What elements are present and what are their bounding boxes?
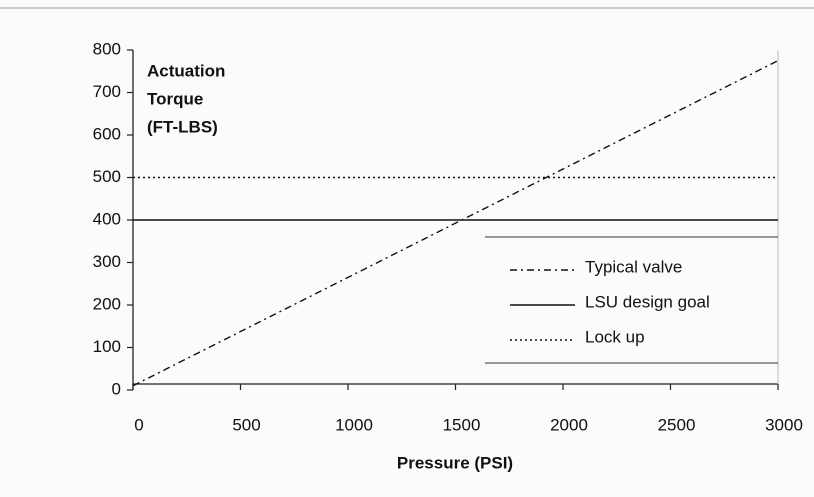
y-tick-label: 600 (93, 124, 121, 143)
x-tick-label: 500 (232, 415, 260, 434)
y-tick-label: 800 (93, 39, 121, 58)
y-tick-label: 100 (93, 337, 121, 356)
y-tick-label: 500 (93, 167, 121, 186)
x-tick-label: 2000 (550, 415, 588, 434)
x-tick-label: 1000 (335, 415, 373, 434)
y-tick-label: 0 (112, 379, 121, 398)
y-tick-label: 300 (93, 252, 121, 271)
x-tick-label: 2500 (658, 415, 696, 434)
legend-label: Typical valve (585, 257, 682, 276)
series-line (132, 59, 779, 387)
y-axis-title: Actuation (147, 61, 225, 80)
y-tick-label: 200 (93, 294, 121, 313)
legend-label: Lock up (585, 327, 645, 346)
x-tick-label: 3000 (765, 415, 803, 434)
y-tick-label: 400 (93, 209, 121, 228)
legend-label: LSU design goal (585, 292, 710, 311)
y-axis-title: (FT-LBS) (147, 117, 218, 136)
x-axis-title: Pressure (PSI) (397, 453, 513, 472)
y-axis-title: Torque (147, 89, 203, 108)
y-tick-label: 700 (93, 82, 121, 101)
x-tick-label: 1500 (443, 415, 481, 434)
x-tick-label: 0 (134, 415, 143, 434)
